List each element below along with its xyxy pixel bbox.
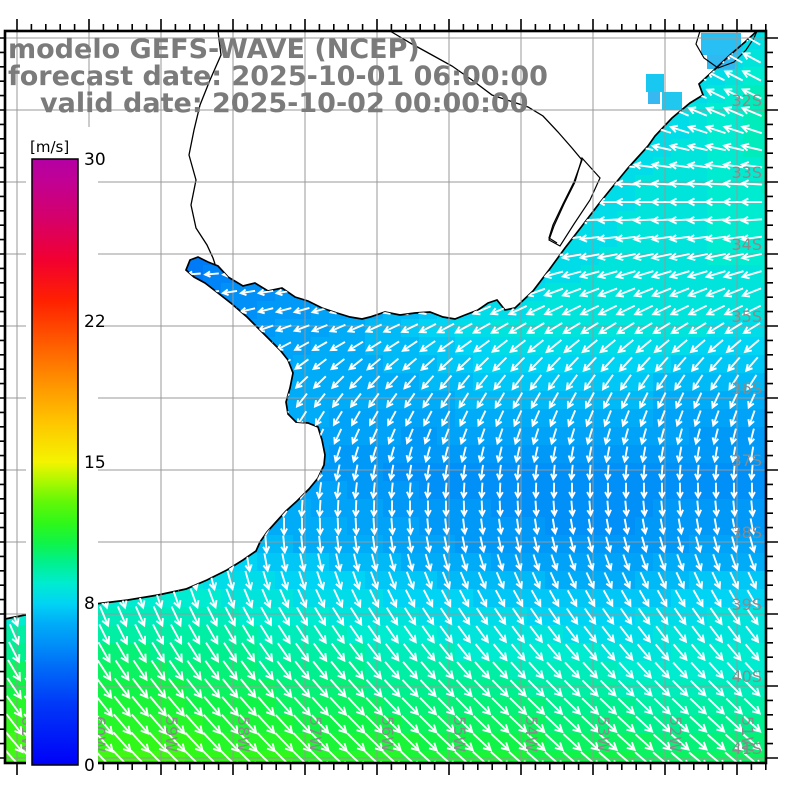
lat-label: 40S bbox=[731, 667, 762, 686]
title-block: modelo GEFS-WAVE (NCEP) forecast date: 2… bbox=[8, 34, 548, 119]
valid-date-line: valid date: 2025-10-02 00:00:00 bbox=[40, 88, 528, 119]
lon-label: 53W bbox=[594, 716, 613, 752]
lagoa-mirim-outline bbox=[548, 156, 601, 247]
colorbar-gradient bbox=[31, 158, 79, 766]
model-title: modelo GEFS-WAVE (NCEP) bbox=[8, 34, 420, 65]
forecast-date-line: forecast date: 2025-10-01 06:00:00 bbox=[8, 61, 548, 92]
lon-label: 55W bbox=[450, 716, 469, 752]
lon-label: 51W bbox=[738, 716, 757, 752]
lat-label: 35S bbox=[731, 307, 762, 326]
lon-label: 59W bbox=[162, 716, 181, 752]
lat-label: 39S bbox=[731, 595, 762, 614]
colorbar-tick-label: 30 bbox=[84, 150, 106, 170]
axis-ticks bbox=[0, 19, 778, 775]
colorbar-tick-label: 0 bbox=[84, 756, 95, 776]
lon-label: 58W bbox=[234, 716, 253, 752]
uruguay-river bbox=[188, 30, 222, 265]
colorbar-tick-label: 15 bbox=[84, 453, 106, 473]
lat-label: 38S bbox=[731, 523, 762, 542]
lat-label: 36S bbox=[731, 379, 762, 398]
colorbar: [m/s] 0 8 15 22 30 bbox=[26, 127, 106, 779]
colorbar-tick-label: 8 bbox=[84, 594, 95, 614]
lon-label: 54W bbox=[522, 716, 541, 752]
lat-label: 32S bbox=[731, 91, 762, 110]
map-frame bbox=[3, 29, 768, 765]
lat-label: 34S bbox=[731, 235, 762, 254]
generated-map-layers: 32S33S34S35S36S37S38S39S40S41S61W60W59W5… bbox=[0, 19, 778, 779]
lat-label: 33S bbox=[731, 163, 762, 182]
brazil-uruguay-border bbox=[389, 30, 583, 244]
lat-label: 37S bbox=[731, 451, 762, 470]
colorbar-unit-label: [m/s] bbox=[30, 138, 69, 156]
colorbar-tick-label: 22 bbox=[84, 312, 106, 332]
lon-label: 57W bbox=[306, 716, 325, 752]
lon-label: 52W bbox=[666, 716, 685, 752]
lon-label: 56W bbox=[378, 716, 397, 752]
lat-label: 41S bbox=[731, 739, 762, 758]
land-mass bbox=[5, 31, 757, 619]
